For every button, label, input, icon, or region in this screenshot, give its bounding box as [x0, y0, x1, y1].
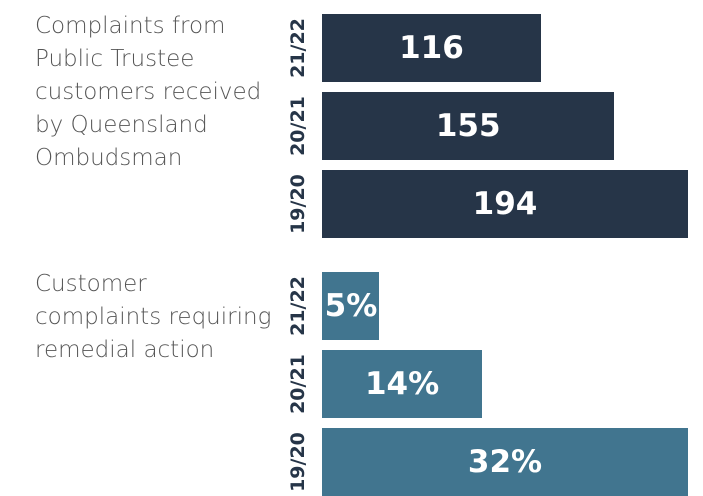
- category-label: 21/22: [287, 18, 309, 78]
- chart-title: Complaints from Public Trustee customers…: [35, 13, 262, 171]
- category-label: 21/22: [287, 276, 309, 336]
- data-label: 5%: [324, 288, 378, 324]
- bar: [322, 272, 380, 340]
- bar: [322, 428, 688, 496]
- bar: [322, 170, 688, 238]
- chart-title: Customer complaints requiring remedial a…: [35, 271, 272, 363]
- data-label: 116: [399, 30, 464, 66]
- category-label: 20/21: [287, 96, 309, 156]
- category-label: 20/21: [287, 354, 309, 414]
- data-label: 155: [435, 108, 501, 144]
- data-label: 32%: [467, 444, 543, 480]
- category-label: 19/20: [287, 432, 309, 492]
- data-label: 194: [472, 186, 538, 222]
- bar: [322, 92, 615, 160]
- data-label: 14%: [364, 366, 440, 402]
- bar: [322, 14, 541, 82]
- category-label: 19/20: [287, 174, 309, 234]
- bar: [322, 350, 483, 418]
